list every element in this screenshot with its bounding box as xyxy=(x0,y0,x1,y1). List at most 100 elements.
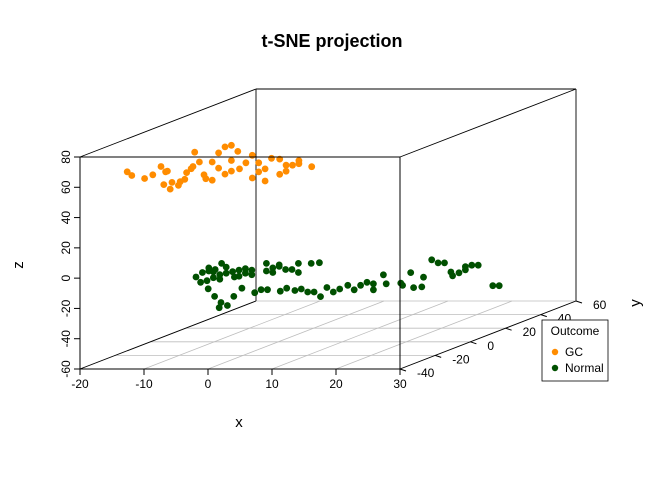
z-tick-label: 60 xyxy=(59,180,73,194)
x-tick-label: 20 xyxy=(329,377,343,391)
point-normal xyxy=(297,285,305,293)
y-tick-mark xyxy=(470,341,477,345)
point-normal xyxy=(210,274,217,282)
y-tick-mark xyxy=(435,354,442,358)
z-tick-label: 0 xyxy=(59,274,73,281)
z-tick-label: -40 xyxy=(59,330,73,348)
point-gc xyxy=(282,167,290,175)
point-gc xyxy=(166,185,174,193)
y-tick-label: -40 xyxy=(417,366,435,380)
point-normal xyxy=(495,282,503,290)
point-normal xyxy=(304,288,312,296)
point-gc xyxy=(208,176,216,184)
box-edge xyxy=(79,300,257,370)
point-normal xyxy=(418,283,426,291)
point-gc xyxy=(141,175,149,182)
point-normal xyxy=(468,261,476,269)
legend-marker-gc xyxy=(551,348,559,356)
legend-marker-normal xyxy=(551,364,559,372)
point-normal xyxy=(447,268,455,276)
x-tick-label: 10 xyxy=(265,377,279,391)
point-normal xyxy=(420,273,427,281)
point-normal xyxy=(382,280,390,288)
point-gc xyxy=(128,172,136,179)
point-gc xyxy=(162,168,170,176)
point-gc xyxy=(248,151,256,159)
point-normal xyxy=(350,286,358,294)
point-gc xyxy=(191,148,199,156)
point-normal xyxy=(410,284,417,291)
legend-title: Outcome xyxy=(551,324,600,338)
z-tick-label: 80 xyxy=(59,150,73,164)
point-normal xyxy=(263,267,270,275)
point-normal xyxy=(251,289,259,297)
y-tick-mark xyxy=(540,314,547,318)
point-gc xyxy=(200,171,208,179)
point-gc xyxy=(168,179,176,186)
point-normal xyxy=(441,259,448,267)
point-gc xyxy=(308,163,316,171)
point-gc xyxy=(187,165,195,173)
point-normal xyxy=(428,256,436,264)
grid-line-x xyxy=(143,300,321,370)
point-normal xyxy=(224,302,231,309)
point-gc xyxy=(181,175,189,183)
point-normal xyxy=(192,273,200,281)
point-normal xyxy=(211,293,219,300)
point-normal xyxy=(275,261,283,269)
point-normal xyxy=(216,271,224,279)
point-normal xyxy=(263,260,270,267)
point-normal xyxy=(257,286,265,294)
point-normal xyxy=(217,299,225,306)
point-normal xyxy=(380,271,387,279)
point-gc xyxy=(261,177,269,185)
y-tick-mark xyxy=(505,327,512,331)
point-normal xyxy=(370,280,377,288)
x-tick-label: 30 xyxy=(393,377,407,391)
point-normal xyxy=(205,264,213,272)
x-tick-label: -20 xyxy=(71,377,89,391)
point-normal xyxy=(197,278,205,286)
point-normal xyxy=(295,260,302,267)
point-normal xyxy=(282,266,289,273)
x-tick-label: 0 xyxy=(205,377,212,391)
point-gc xyxy=(282,161,290,169)
point-normal xyxy=(336,285,344,293)
y-tick-mark xyxy=(399,368,407,372)
point-normal xyxy=(370,286,377,294)
z-axis-label: z xyxy=(10,261,27,269)
point-normal xyxy=(235,272,243,280)
point-gc xyxy=(208,158,216,166)
x-axis-label: x xyxy=(235,414,243,431)
point-normal xyxy=(215,304,223,312)
box-back-edges xyxy=(79,88,577,370)
x-tick-label: -10 xyxy=(135,377,153,391)
point-normal xyxy=(462,266,469,274)
point-normal xyxy=(316,259,323,267)
axis-ticks: -20 -10 0 10 20 30 -60 -40 -20 0 20 40 60 80 -40 -20 0 20… xyxy=(59,150,607,391)
y-tick-label: 60 xyxy=(593,298,607,312)
legend: Outcome GC Normal xyxy=(541,319,609,382)
grid-line-x xyxy=(335,300,513,370)
y-tick-label: 20 xyxy=(523,325,537,339)
point-gc xyxy=(183,169,191,177)
point-normal xyxy=(222,263,230,271)
point-normal xyxy=(283,284,291,292)
point-normal xyxy=(474,261,482,269)
point-normal xyxy=(307,260,315,267)
point-normal xyxy=(291,287,299,294)
box-edge xyxy=(399,88,577,158)
point-gc xyxy=(236,165,243,173)
point-gc xyxy=(228,141,235,149)
point-normal xyxy=(489,282,497,290)
point-normal xyxy=(242,265,249,272)
point-normal xyxy=(317,293,324,300)
point-normal xyxy=(288,266,296,273)
point-gc xyxy=(215,149,223,157)
box-edge xyxy=(399,300,577,370)
y-tick-label: 0 xyxy=(487,339,494,353)
point-normal xyxy=(199,269,206,276)
point-gc xyxy=(289,161,296,169)
floor-grid xyxy=(79,300,577,370)
